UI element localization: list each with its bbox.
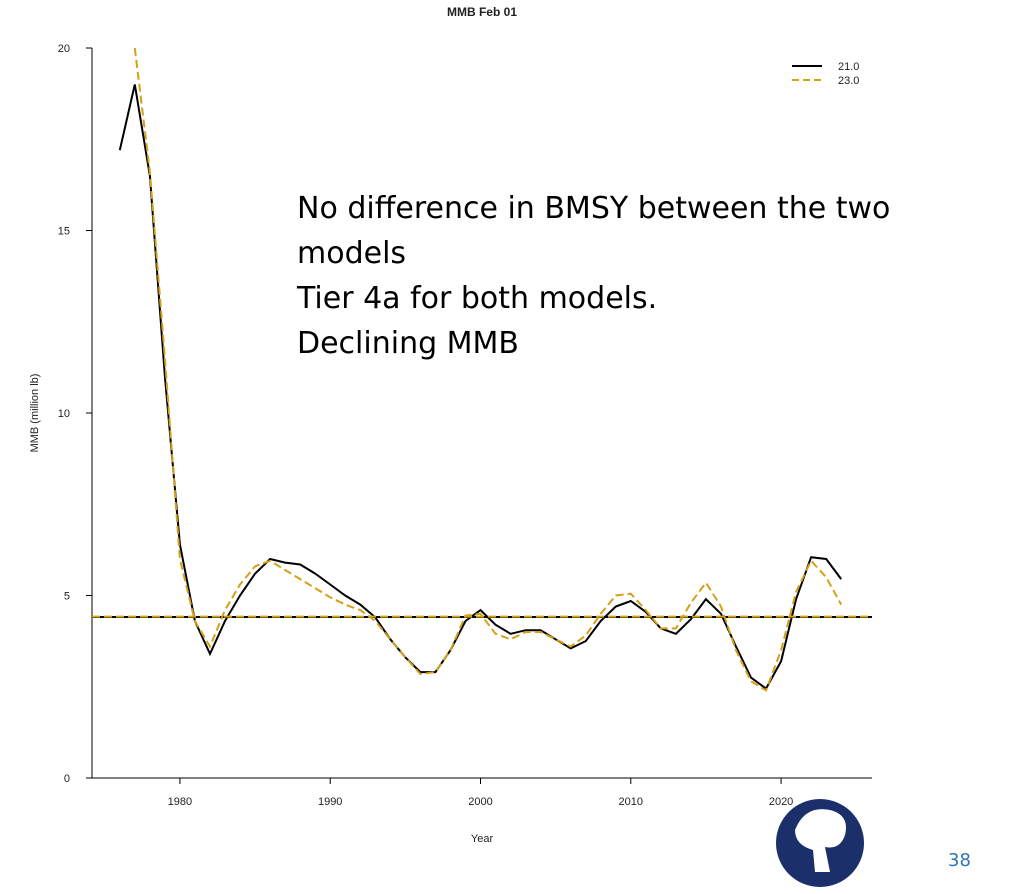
- y-tick-label: 20: [58, 43, 70, 55]
- logo: [776, 799, 864, 887]
- x-tick-label: 1980: [168, 796, 192, 808]
- annotation: No difference in BMSY between the two mo…: [297, 186, 1002, 366]
- series-line: [133, 47, 843, 692]
- x-tick-label: 1990: [318, 796, 342, 808]
- y-tick-label: 10: [58, 408, 70, 420]
- y-axis-label: MMB (million lb): [29, 374, 41, 453]
- annotation-line: Declining MMB: [297, 326, 520, 361]
- annotation-line: No difference in BMSY between the two mo…: [297, 191, 891, 271]
- chart-title: MMB Feb 01: [447, 5, 517, 19]
- legend-label: 21.0: [838, 61, 859, 73]
- y-tick-label: 5: [64, 591, 70, 603]
- page-number: 38: [948, 850, 971, 871]
- y-tick-label: 15: [58, 226, 70, 238]
- legend-label: 23.0: [838, 75, 859, 87]
- x-tick-label: 2020: [769, 796, 793, 808]
- x-tick-label: 2000: [468, 796, 492, 808]
- annotation-line: Tier 4a for both models.: [297, 281, 658, 316]
- series-line: [118, 84, 843, 691]
- x-tick-label: 2010: [619, 796, 643, 808]
- x-axis-label: Year: [471, 833, 494, 845]
- y-tick-label: 0: [64, 773, 70, 785]
